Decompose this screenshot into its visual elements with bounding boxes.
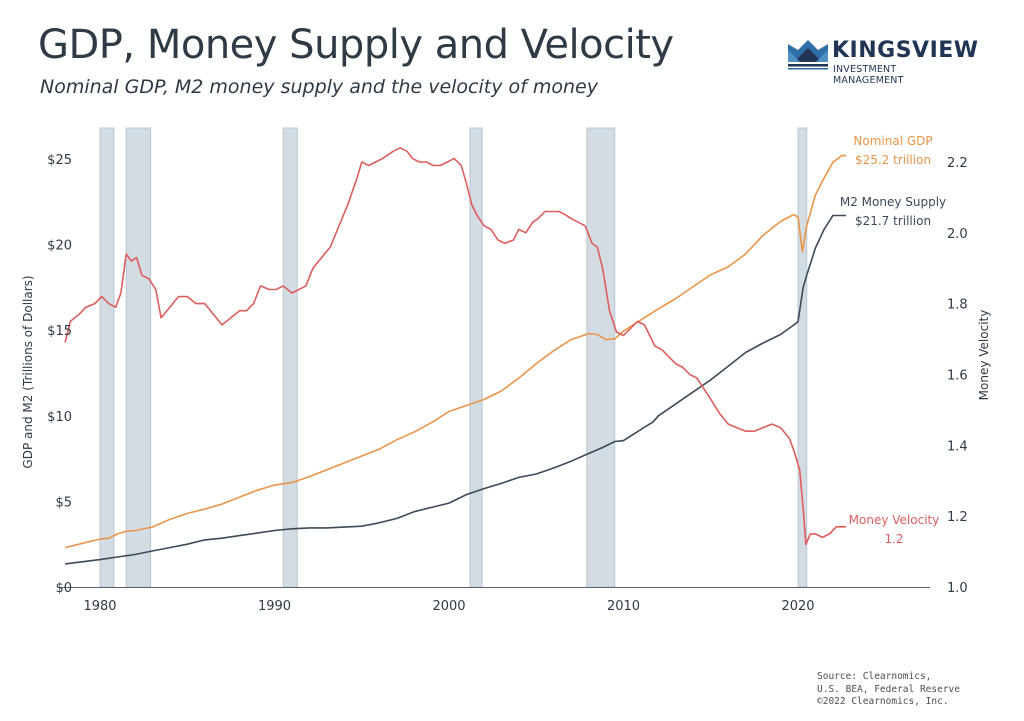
x-tick-label: 1980 bbox=[83, 599, 116, 614]
series-lines bbox=[64, 147, 846, 565]
y2-tick-label: 1.4 bbox=[947, 439, 968, 454]
crown-icon bbox=[788, 40, 828, 70]
recession-band bbox=[125, 127, 152, 588]
source-line: Source: Clearnomics, bbox=[817, 671, 932, 682]
recession-band bbox=[469, 127, 483, 588]
logo-name: KINGSVIEW bbox=[832, 38, 979, 63]
m2-money-supply-annotation: M2 Money Supply bbox=[840, 195, 946, 209]
nominal-gdp-annotation: Nominal GDP bbox=[853, 134, 932, 148]
y-tick-label: $0 bbox=[55, 581, 72, 596]
y-tick-label: $10 bbox=[47, 410, 72, 425]
y2-tick-label: 2.2 bbox=[947, 156, 968, 171]
y-axis-label: GDP and M2 (Trillions of Dollars) bbox=[21, 275, 35, 468]
x-tick-label: 2000 bbox=[432, 599, 465, 614]
nominal-gdp-line bbox=[64, 154, 846, 549]
money-velocity-annotation: Money Velocity bbox=[849, 513, 940, 527]
source-line: ©2022 Clearnomics, Inc. bbox=[817, 696, 949, 707]
y-tick-label: $25 bbox=[47, 153, 72, 168]
money-velocity-line bbox=[64, 147, 846, 546]
x-tick-label: 2020 bbox=[781, 599, 814, 614]
y-tick-label: $5 bbox=[55, 495, 72, 510]
x-tick-label: 2010 bbox=[607, 599, 640, 614]
y2-tick-label: 1.8 bbox=[947, 298, 968, 313]
m2-money-supply-line bbox=[65, 214, 846, 565]
y2-tick-label: 1.2 bbox=[947, 510, 968, 525]
y-tick-labels: $0 $5 $10 $15 $20 $25 bbox=[47, 153, 72, 596]
series-annotations: Nominal GDP $25.2 trillion M2 Money Supply… bbox=[840, 134, 946, 546]
money-velocity-annotation: 1.2 bbox=[884, 532, 903, 546]
chart-subtitle: Nominal GDP, M2 money supply and the vel… bbox=[40, 76, 598, 98]
recession-band bbox=[797, 127, 808, 588]
nominal-gdp-annotation: $25.2 trillion bbox=[855, 153, 931, 167]
source-line: U.S. BEA, Federal Reserve bbox=[817, 683, 960, 695]
recession-band bbox=[99, 127, 115, 588]
y-tick-label: $15 bbox=[47, 324, 72, 339]
y2-tick-label: 1.6 bbox=[947, 368, 968, 383]
m2-money-supply-annotation: $21.7 trillion bbox=[855, 214, 931, 228]
y2-tick-label: 1.0 bbox=[947, 581, 968, 596]
recession-band bbox=[282, 127, 298, 588]
kingsview-logo: KINGSVIEW INVESTMENT MANAGEMENT bbox=[788, 36, 978, 86]
y2-tick-label: 2.0 bbox=[947, 227, 968, 242]
y-tick-label: $20 bbox=[47, 239, 72, 254]
y2-axis-label: Money Velocity bbox=[977, 310, 991, 401]
chart-title: GDP, Money Supply and Velocity bbox=[38, 22, 674, 68]
logo-tagline: INVESTMENT MANAGEMENT bbox=[833, 64, 904, 86]
recession-band bbox=[586, 127, 616, 588]
x-tick-labels: 1980 1990 2000 2010 2020 bbox=[83, 599, 814, 614]
y2-tick-labels: 1.0 1.2 1.4 1.6 1.8 2.0 2.2 bbox=[947, 156, 968, 596]
source-note: Source: Clearnomics, U.S. BEA, Federal R… bbox=[817, 671, 960, 709]
x-tick-label: 1990 bbox=[258, 599, 291, 614]
recession-bands bbox=[99, 127, 808, 588]
